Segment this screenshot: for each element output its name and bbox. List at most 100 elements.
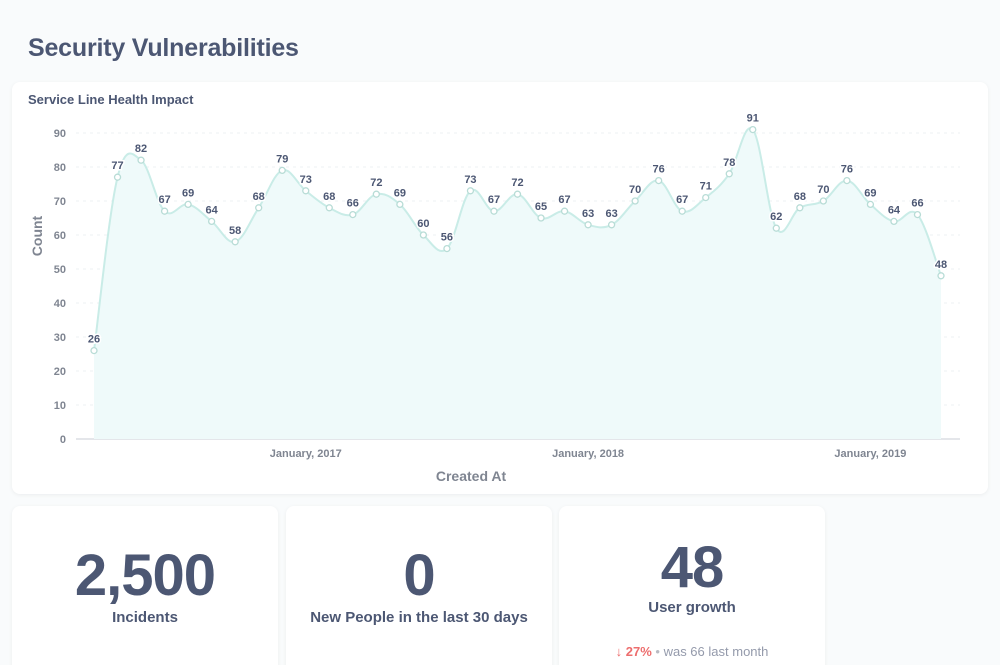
data-label: 48 [935, 259, 947, 271]
data-label: 63 [605, 208, 617, 220]
change-percent: 27% [625, 644, 652, 659]
data-point [372, 190, 380, 198]
x-axis-title: Created At [436, 468, 507, 484]
new-people-value: 0 [403, 543, 435, 608]
y-tick-label: 90 [54, 128, 66, 140]
data-label: 66 [911, 198, 923, 210]
data-point [466, 187, 475, 195]
data-point [678, 207, 686, 215]
data-label: 71 [700, 181, 712, 193]
y-tick-label: 30 [54, 332, 66, 344]
data-label: 60 [417, 218, 429, 230]
user-growth-card[interactable]: 48 User growth ↓ 27% • was 66 last month [559, 506, 825, 665]
data-label: 78 [723, 157, 735, 169]
data-point [443, 244, 451, 253]
y-tick-label: 40 [54, 298, 66, 310]
new-people-card[interactable]: 0 New People in the last 30 days [286, 506, 552, 665]
data-point [843, 176, 851, 185]
data-label: 73 [300, 174, 312, 186]
data-point [890, 217, 898, 226]
dashboard-title: Security Vulnerabilities [28, 34, 299, 62]
user-growth-value: 48 [660, 535, 725, 600]
y-axis-title: Count [29, 215, 45, 256]
data-point [255, 204, 263, 212]
data-label: 26 [88, 334, 100, 346]
data-label: 68 [323, 191, 335, 203]
area-chart[interactable]: 0 10 20 30 40 50 60 70 80 90 January, 2017 January,… [12, 82, 988, 494]
data-point [725, 170, 733, 178]
data-label: 64 [206, 204, 219, 216]
data-point [819, 197, 828, 205]
arrow-down-icon: ↓ [615, 644, 623, 659]
data-point [631, 197, 639, 205]
data-point [419, 231, 428, 239]
data-label: 67 [158, 194, 170, 206]
incidents-card[interactable]: 2,500 Incidents [12, 506, 278, 665]
data-label: 66 [347, 198, 359, 210]
data-point [537, 214, 545, 222]
data-label: 69 [394, 187, 406, 199]
new-people-label[interactable]: New People in the last 30 days [310, 609, 528, 626]
data-point [113, 173, 122, 181]
data-point [796, 204, 804, 212]
data-label: 56 [441, 232, 453, 244]
data-point [278, 166, 286, 175]
previous-value: was 66 [663, 644, 705, 659]
x-tick-label: January, 2017 [270, 448, 342, 460]
data-point [302, 187, 310, 195]
data-point [749, 125, 757, 134]
data-point [702, 193, 710, 202]
user-growth-label[interactable]: User growth [648, 599, 736, 616]
user-growth-comparison: ↓ 27% • was 66 last month [559, 644, 825, 659]
y-tick-label: 70 [54, 196, 66, 208]
data-point [396, 200, 404, 209]
data-point [560, 207, 569, 215]
chart-card[interactable]: 0 10 20 30 40 50 60 70 80 90 January, 2017 January,… [12, 82, 988, 494]
previous-period: last month [708, 644, 769, 659]
data-point [655, 176, 663, 185]
data-label: 63 [582, 208, 594, 220]
data-point [325, 204, 333, 212]
y-tick-label: 20 [54, 366, 66, 378]
data-point [490, 207, 498, 215]
data-point [866, 200, 875, 209]
data-label: 65 [535, 201, 547, 213]
x-tick-label: January, 2019 [834, 448, 906, 460]
data-label: 77 [111, 160, 123, 172]
data-point [231, 238, 239, 246]
data-point [90, 346, 98, 355]
area-fill [94, 128, 941, 439]
data-point [607, 221, 616, 229]
data-label: 69 [182, 187, 194, 199]
x-tick-label: January, 2018 [552, 448, 624, 460]
chart-card-title[interactable]: Service Line Health Impact [28, 92, 194, 107]
data-label: 79 [276, 153, 288, 165]
data-point [937, 272, 945, 280]
data-label: 68 [253, 191, 265, 203]
data-label: 67 [676, 194, 688, 206]
data-label: 69 [864, 187, 876, 199]
data-point [772, 224, 780, 232]
data-point [513, 190, 522, 198]
y-tick-label: 50 [54, 264, 66, 276]
incidents-label[interactable]: Incidents [112, 609, 178, 626]
data-point [160, 207, 169, 215]
y-tick-label: 60 [54, 230, 66, 242]
data-label: 70 [629, 184, 641, 196]
data-label: 64 [888, 204, 901, 216]
data-point [584, 221, 592, 229]
data-point [913, 210, 922, 219]
data-label: 82 [135, 143, 147, 155]
data-label: 67 [558, 194, 570, 206]
data-point [207, 217, 216, 226]
data-point [349, 210, 357, 219]
data-point [137, 156, 145, 164]
data-label: 76 [841, 164, 853, 176]
y-tick-label: 10 [54, 400, 66, 412]
data-label: 70 [817, 184, 829, 196]
data-label: 67 [488, 194, 500, 206]
data-label: 62 [770, 211, 782, 223]
incidents-value: 2,500 [74, 543, 216, 608]
data-label: 91 [747, 113, 759, 125]
